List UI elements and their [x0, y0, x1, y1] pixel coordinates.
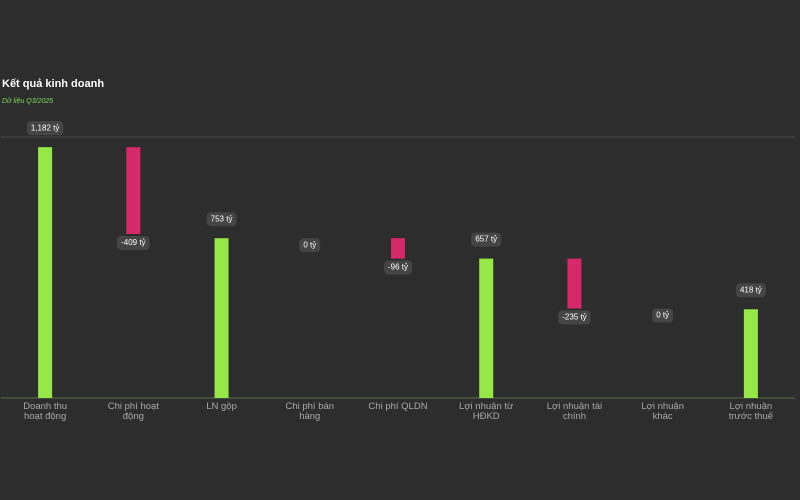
value-label-text: 1,182 tỷ: [31, 123, 59, 132]
value-label: -409 tỷ: [117, 235, 150, 250]
x-tick-label: Lợi nhuận từ HĐKD: [459, 401, 514, 422]
label-pill: [383, 260, 413, 275]
value-label: 0 tỷ: [652, 308, 674, 323]
x-tick-label: Doanh thu hoạt động: [23, 401, 68, 422]
value-label: 753 tỷ: [206, 212, 237, 227]
value-label-text: 0 tỷ: [303, 240, 316, 249]
label-pill: [26, 121, 64, 136]
value-label-text: -409 tỷ: [121, 238, 145, 247]
value-label-text: 753 tỷ: [211, 214, 233, 223]
bar: [743, 309, 758, 398]
bar: [391, 238, 405, 259]
label-pill: [558, 310, 591, 325]
bar: [479, 258, 494, 398]
bar: [214, 238, 229, 398]
label-pill: [471, 232, 502, 247]
label-pill: [299, 238, 321, 253]
x-tick-label: Chi phí bán hàng: [285, 401, 335, 422]
value-label: -235 tỷ: [558, 310, 591, 325]
value-label-text: 657 tỷ: [475, 235, 497, 244]
value-label: 657 tỷ: [471, 232, 502, 247]
label-pill: [735, 283, 766, 298]
chart-subtitle: Dữ liệu Q3/2025: [2, 98, 53, 105]
value-label-text: 0 tỷ: [656, 311, 669, 320]
x-tick-label: Chi phí hoạt động: [107, 401, 159, 422]
bar: [38, 147, 53, 398]
label-pill: [652, 308, 674, 323]
x-tick-label: Lợi nhuận tài chính: [546, 401, 603, 422]
label-pill: [206, 212, 237, 227]
x-tick-label: Chi phí QLDN: [368, 401, 428, 412]
value-label-text: -96 tỷ: [388, 263, 408, 272]
x-tick-label: Lợi nhuận trước thuế: [728, 401, 774, 422]
bar: [126, 147, 141, 234]
value-label: -96 tỷ: [383, 260, 413, 275]
value-label: 0 tỷ: [299, 238, 321, 253]
x-tick-label: LN gộp: [206, 401, 237, 412]
value-label-text: 418 tỷ: [740, 285, 762, 294]
label-pill: [117, 235, 150, 250]
value-label: 1,182 tỷ: [26, 121, 64, 136]
value-label-text: -235 tỷ: [562, 313, 586, 322]
chart-title: Kết quả kinh doanh: [2, 78, 104, 90]
bar: [567, 258, 582, 309]
x-tick-label: Lợi nhuận khác: [641, 401, 684, 422]
value-label: 418 tỷ: [735, 283, 766, 298]
